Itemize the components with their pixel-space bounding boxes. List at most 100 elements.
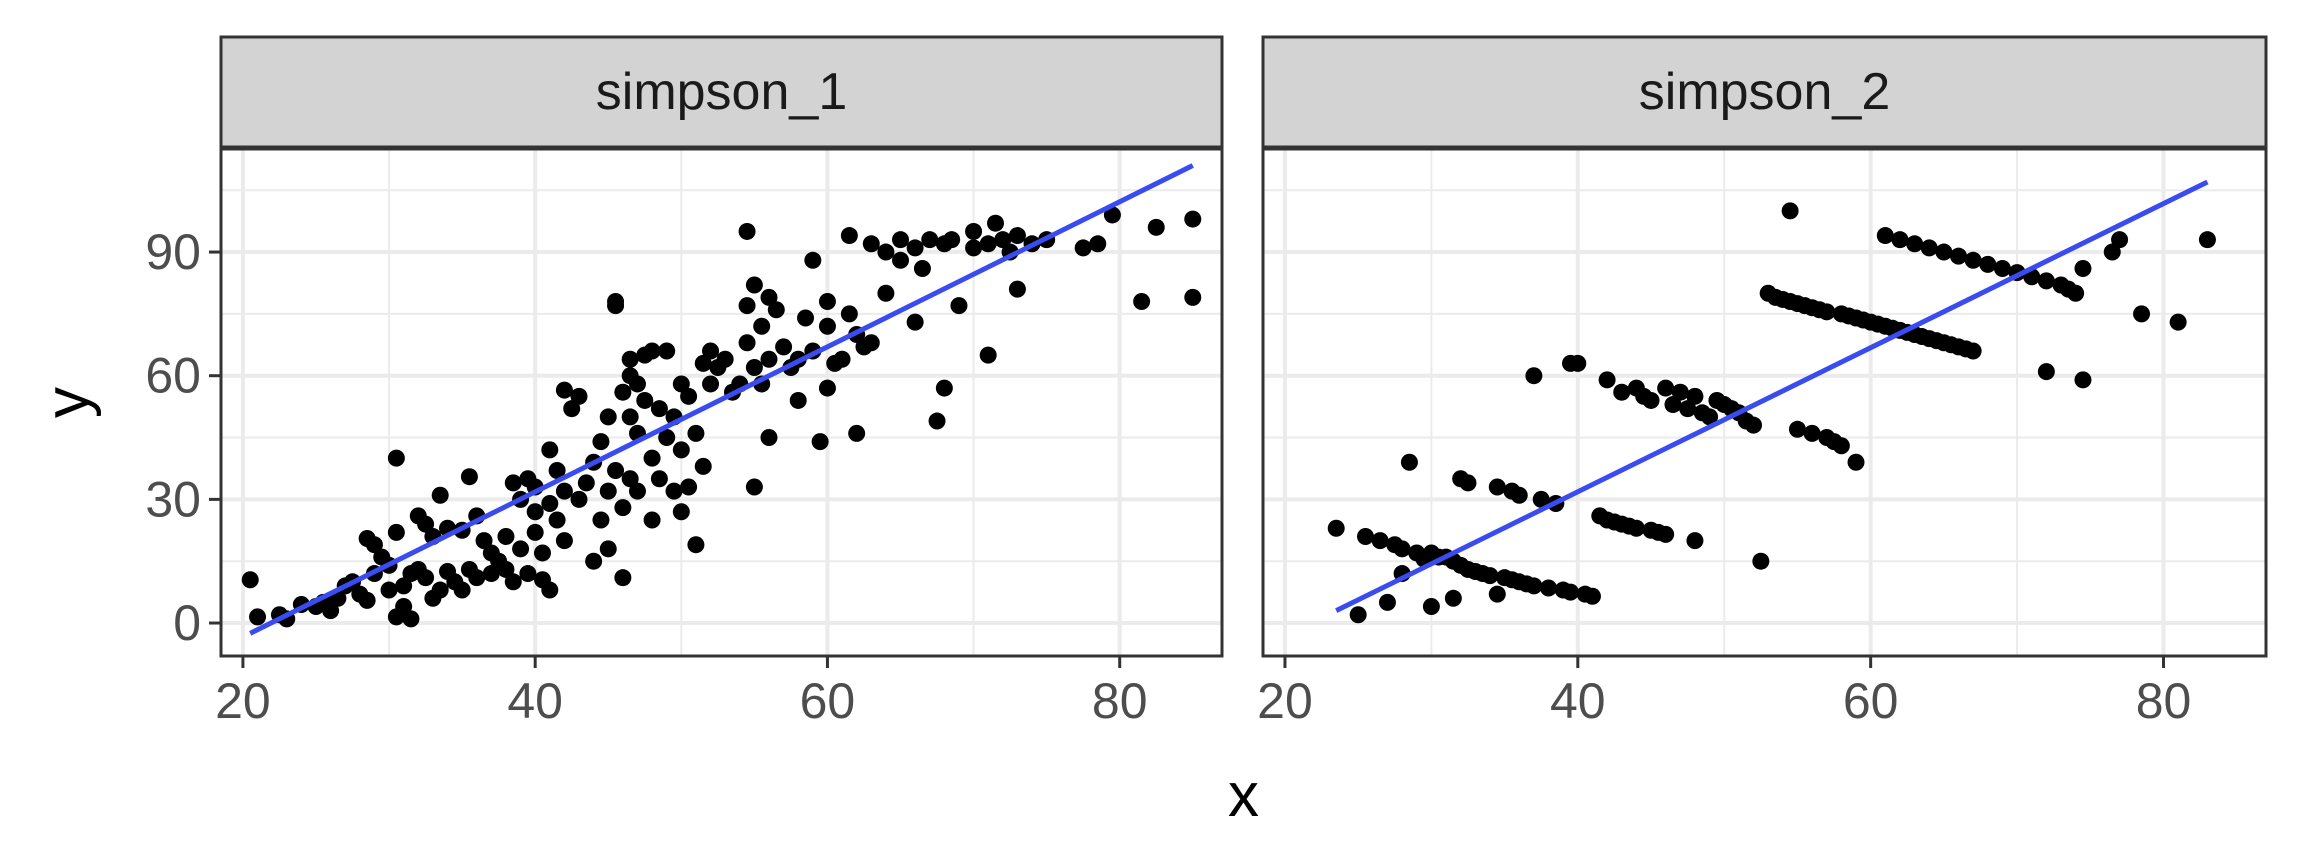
data-point <box>468 569 486 587</box>
data-point <box>1393 540 1411 558</box>
data-point <box>1920 239 1938 257</box>
x-tick-label: 20 <box>215 673 271 729</box>
data-point <box>760 429 778 447</box>
data-point <box>892 231 910 249</box>
data-point <box>322 602 340 620</box>
data-point <box>2133 305 2151 323</box>
y-axis: 0 30 60 90 <box>145 224 221 651</box>
data-point <box>1184 210 1202 228</box>
x-tick-label: 60 <box>1843 673 1899 729</box>
data-point <box>1781 202 1799 220</box>
data-point <box>628 482 646 500</box>
data-point <box>2067 284 2085 302</box>
data-point <box>1378 593 1396 611</box>
data-point <box>365 536 383 554</box>
data-point <box>1488 585 1506 603</box>
data-point <box>614 569 632 587</box>
data-point <box>753 317 771 335</box>
data-point <box>475 532 493 550</box>
data-point <box>1532 490 1550 508</box>
data-point <box>358 591 376 609</box>
data-point <box>1371 532 1389 550</box>
facet-strip-simpson-2 <box>1261 35 2268 149</box>
data-point <box>417 515 435 533</box>
data-point <box>811 433 829 451</box>
data-point <box>950 297 968 315</box>
data-point <box>1356 527 1374 545</box>
data-point <box>395 577 413 595</box>
data-point <box>460 468 478 486</box>
data-point <box>636 391 654 409</box>
data-point <box>892 251 910 269</box>
x-tick-label: 80 <box>1092 673 1148 729</box>
x-axis-simpson-2: 20 40 60 80 <box>1257 656 2191 729</box>
data-point <box>1891 231 1909 249</box>
data-point <box>1832 437 1850 455</box>
data-point <box>2037 363 2055 381</box>
y-axis-title: y <box>33 387 102 418</box>
facet-strip-label-simpson-1: simpson_1 <box>596 63 847 121</box>
data-point <box>862 235 880 253</box>
data-point <box>862 334 880 352</box>
data-point <box>533 544 551 562</box>
data-point <box>1803 424 1821 442</box>
panel-grid <box>1263 149 2266 656</box>
x-axis-simpson-1: 20 40 60 80 <box>215 656 1148 729</box>
data-point <box>607 462 625 480</box>
data-point <box>614 499 632 517</box>
data-point <box>1686 532 1704 550</box>
data-point <box>643 449 661 467</box>
data-point <box>592 433 610 451</box>
data-point <box>745 478 763 496</box>
data-point <box>570 387 588 405</box>
data-point <box>650 400 668 418</box>
data-point <box>672 375 690 393</box>
facet-panel-simpson-1: simpson_1 20 40 60 80 <box>215 35 1224 729</box>
y-tick-label: 60 <box>145 348 201 404</box>
data-point <box>621 408 639 426</box>
data-point <box>1657 379 1675 397</box>
data-point <box>1847 453 1865 471</box>
data-point <box>504 474 522 492</box>
y-tick-label: 0 <box>173 595 201 651</box>
data-point <box>979 346 997 364</box>
panel-border <box>219 147 1224 658</box>
data-point <box>453 581 471 599</box>
data-point <box>1993 260 2011 278</box>
data-point <box>1627 519 1645 537</box>
data-point <box>1679 400 1697 418</box>
data-point <box>1686 387 1704 405</box>
data-point <box>994 231 1012 249</box>
facet-strip-simpson-1 <box>219 35 1224 149</box>
data-point <box>2111 231 2129 249</box>
data-point <box>599 482 617 500</box>
data-point <box>840 305 858 323</box>
data-point <box>1979 255 1997 273</box>
data-point <box>680 387 698 405</box>
data-point <box>877 243 895 261</box>
data-point <box>621 350 639 368</box>
data-point <box>1745 416 1763 434</box>
data-point <box>1569 354 1587 372</box>
data-point <box>1349 606 1367 624</box>
data-point <box>672 441 690 459</box>
data-point <box>694 354 712 372</box>
data-point <box>643 511 661 529</box>
data-point <box>570 490 588 508</box>
data-point <box>877 284 895 302</box>
data-point <box>804 251 822 269</box>
data-point <box>2074 260 2092 278</box>
data-point <box>848 424 866 442</box>
data-points-simpson-1 <box>241 206 1202 628</box>
data-point <box>2103 243 2121 261</box>
data-point <box>1510 486 1528 504</box>
data-point <box>249 608 267 626</box>
data-point <box>1788 420 1806 438</box>
data-point <box>555 532 573 550</box>
data-point <box>1935 243 1953 261</box>
data-point <box>628 375 646 393</box>
data-point <box>621 470 639 488</box>
data-point <box>1089 235 1107 253</box>
panel-border <box>1261 147 2268 658</box>
data-point <box>1964 342 1982 360</box>
